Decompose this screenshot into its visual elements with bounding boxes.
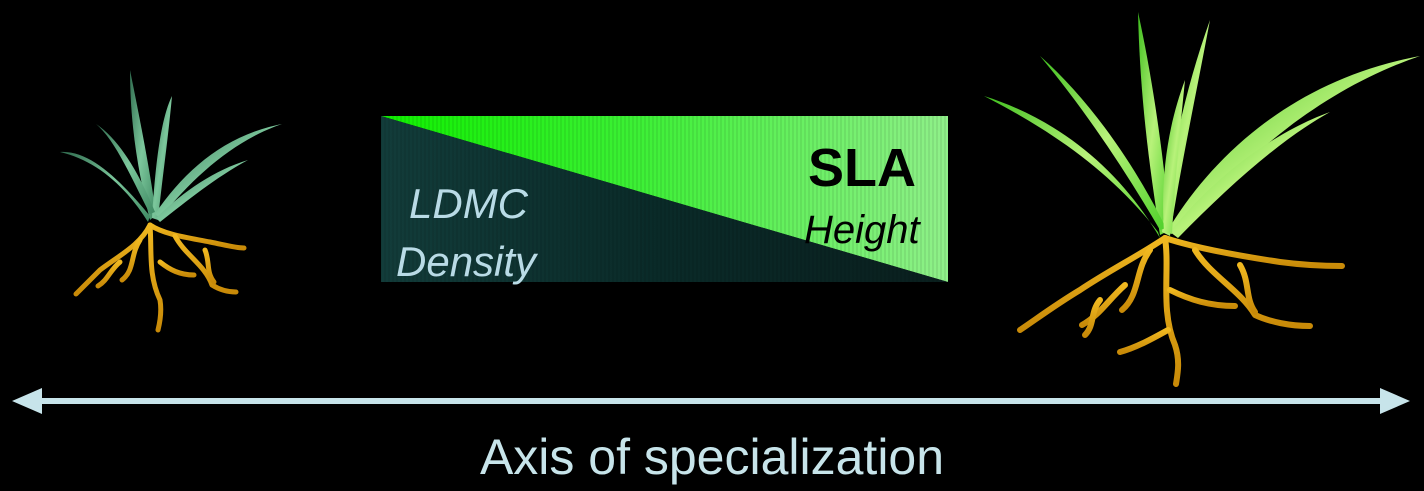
sla-label: SLA (808, 138, 916, 198)
small-plant-icon (60, 70, 282, 333)
ldmc-label: LDMC (409, 180, 529, 227)
specialization-axis-arrow (12, 388, 1410, 414)
right-arrowhead-icon (1380, 388, 1410, 414)
axis-label: Axis of specialization (479, 429, 945, 485)
large-plant-icon (984, 12, 1420, 387)
density-label: Density (396, 238, 537, 285)
trait-gradient-box (381, 116, 948, 282)
left-arrowhead-icon (12, 388, 42, 414)
height-label: Height (804, 208, 920, 252)
